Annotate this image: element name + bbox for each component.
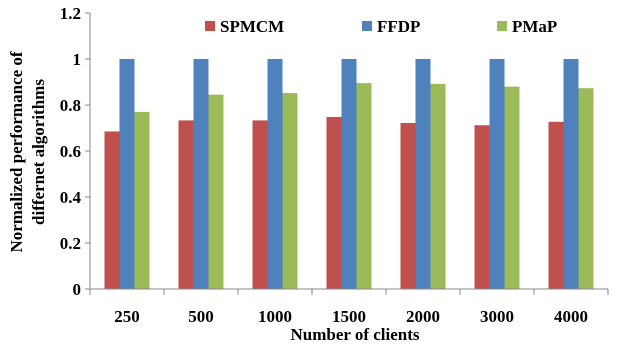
- bar-spmcm-250: [104, 131, 120, 289]
- y-tick-label: 0.8: [60, 96, 81, 115]
- bar-spmcm-4000: [548, 121, 564, 289]
- bar-spmcm-1500: [326, 116, 342, 290]
- y-tick-label: 0.4: [60, 188, 82, 207]
- y-axis-title: Normalized performance of differnet algo…: [7, 51, 48, 252]
- bar-spmcm-2000: [400, 122, 416, 289]
- legend: SPMCM FFDP PMaP: [205, 17, 557, 36]
- bar-pmap-2000: [430, 83, 446, 289]
- y-tick-label: 0.2: [60, 234, 81, 253]
- y-tick-label: 1: [73, 50, 82, 69]
- bar-ffdp-4000: [563, 59, 579, 289]
- x-axis-ticks: 250 500 1000 1500 2000 3000 4000: [89, 289, 609, 326]
- y-tick-label: 1.2: [60, 4, 81, 23]
- bar-pmap-500: [208, 94, 224, 290]
- bar-pmap-1000: [282, 93, 298, 289]
- bar-spmcm-1000: [252, 120, 268, 289]
- x-tick-label: 500: [188, 307, 214, 326]
- bar-pmap-250: [134, 111, 150, 290]
- bar-ffdp-250: [119, 59, 135, 289]
- bar-ffdp-1500: [341, 59, 357, 289]
- legend-label-spmcm: SPMCM: [220, 17, 284, 36]
- bar-ffdp-500: [193, 59, 209, 289]
- y-tick-label: 0.6: [60, 142, 81, 161]
- legend-label-pmap: PMaP: [512, 17, 557, 36]
- legend-swatch-ffdp: [362, 21, 372, 31]
- x-tick-label: 250: [114, 307, 140, 326]
- x-tick-label: 3000: [480, 307, 514, 326]
- bar-spmcm-3000: [474, 125, 490, 290]
- x-tick-label: 1500: [332, 307, 366, 326]
- legend-label-ffdp: FFDP: [377, 17, 420, 36]
- legend-swatch-spmcm: [205, 21, 215, 31]
- bar-ffdp-2000: [415, 59, 431, 289]
- bars: [104, 59, 594, 290]
- x-tick-label: 1000: [258, 307, 292, 326]
- bar-pmap-4000: [578, 88, 594, 290]
- x-axis-title: Number of clients: [290, 325, 419, 344]
- y-axis-title-line-2: differnet algorithms: [29, 79, 48, 225]
- legend-swatch-pmap: [497, 21, 507, 31]
- bar-ffdp-1000: [267, 59, 283, 289]
- bar-spmcm-500: [178, 120, 194, 289]
- bar-pmap-3000: [504, 86, 520, 289]
- y-axis-ticks: 0 0.2 0.4 0.6 0.8 1 1.2: [60, 4, 90, 299]
- y-axis-title-line-1: Normalized performance of: [7, 51, 26, 252]
- bar-ffdp-3000: [489, 59, 505, 289]
- x-tick-label: 4000: [554, 307, 588, 326]
- y-tick-label: 0: [73, 280, 82, 299]
- x-tick-label: 2000: [406, 307, 440, 326]
- bar-pmap-1500: [356, 83, 372, 290]
